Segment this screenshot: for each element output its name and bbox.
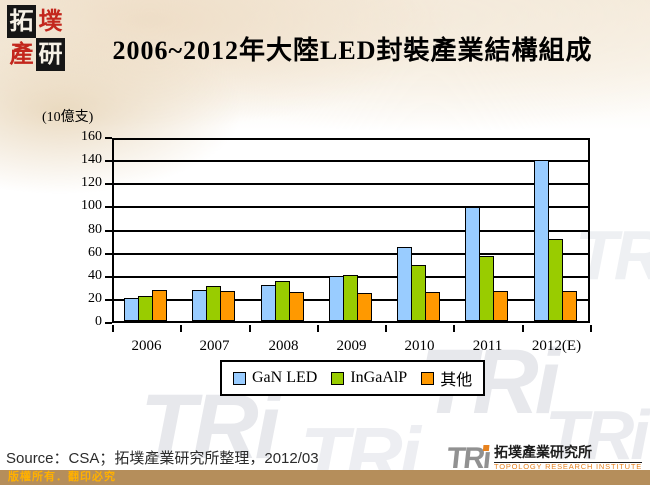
y-axis-tick bbox=[105, 275, 112, 278]
bar-group-2008 bbox=[261, 281, 304, 321]
y-axis-tick bbox=[105, 137, 112, 139]
bar-GaN LED-2010 bbox=[397, 247, 412, 321]
bar-group-2011 bbox=[465, 207, 508, 321]
y-axis-tick bbox=[105, 229, 112, 232]
x-axis-tick bbox=[522, 325, 524, 332]
copyright-text: 版權所有．翻印必究 bbox=[8, 471, 116, 483]
x-axis-tick bbox=[453, 325, 455, 332]
gridline bbox=[114, 183, 588, 186]
bar-group-2006 bbox=[124, 290, 167, 321]
x-axis-label: 2009 bbox=[336, 338, 367, 354]
plot-area bbox=[112, 138, 590, 323]
y-axis-tick bbox=[105, 183, 112, 186]
bar-InGaAlP-2008 bbox=[275, 281, 290, 321]
x-axis-tick bbox=[249, 325, 251, 332]
legend-item: 其他 bbox=[421, 366, 472, 390]
bar-GaN LED-2012(E) bbox=[534, 160, 549, 321]
y-axis-tick bbox=[105, 160, 112, 163]
bar-其他-2012(E) bbox=[562, 291, 577, 321]
tri-logo-dot-icon bbox=[482, 445, 490, 451]
tri-logotype: TRı bbox=[444, 442, 491, 475]
legend-swatch-icon bbox=[233, 371, 246, 385]
x-axis-tick bbox=[590, 325, 592, 332]
bar-chart: (10億支) 0 20 40 60 80 100 120 140 160 2006 2007 2008… bbox=[42, 110, 592, 354]
x-axis-label: 2011 bbox=[472, 338, 503, 354]
y-axis-tick bbox=[105, 252, 112, 255]
page-title: 2006~2012年大陸LED封裝產業結構組成 bbox=[112, 36, 593, 65]
topology-logo: 拓 墣 產 研 bbox=[7, 5, 65, 71]
x-axis-label: 2008 bbox=[268, 338, 299, 354]
source-note: Source：CSA；拓墣產業研究所整理，2012/03 bbox=[6, 450, 319, 467]
bar-其他-2008 bbox=[289, 292, 304, 321]
x-axis-tick bbox=[385, 325, 387, 332]
y-axis-unit-label: (10億支) bbox=[42, 110, 94, 125]
y-axis-tick-label: 80 bbox=[88, 221, 102, 237]
chart-legend: GaN LED InGaAlP 其他 bbox=[220, 360, 486, 396]
x-axis-tick bbox=[112, 325, 114, 332]
bar-GaN LED-2006 bbox=[124, 298, 139, 321]
x-axis-label: 2007 bbox=[199, 338, 230, 354]
bar-group-2010 bbox=[397, 247, 440, 321]
y-axis-tick-label: 20 bbox=[88, 290, 102, 306]
tri-watermark: TRi bbox=[575, 216, 650, 294]
bar-其他-2011 bbox=[493, 291, 508, 321]
y-axis-tick bbox=[105, 322, 112, 324]
y-axis-tick-label: 0 bbox=[95, 314, 102, 329]
tri-logo-cjk: 拓墣產業研究所 bbox=[493, 446, 642, 464]
y-axis-tick-label: 140 bbox=[81, 152, 102, 168]
y-axis-tick bbox=[105, 206, 112, 209]
logo-char: 墣 bbox=[38, 8, 63, 35]
bar-InGaAlP-2010 bbox=[411, 265, 426, 321]
bar-InGaAlP-2006 bbox=[138, 296, 153, 321]
y-axis-tick-label: 60 bbox=[88, 244, 102, 260]
bar-InGaAlP-2011 bbox=[479, 256, 494, 321]
x-axis-tick bbox=[317, 325, 319, 332]
bar-其他-2006 bbox=[152, 290, 167, 321]
gridline bbox=[114, 138, 588, 140]
logo-char: 產 bbox=[9, 41, 34, 68]
legend-label: InGaAlP bbox=[350, 369, 408, 386]
bar-GaN LED-2007 bbox=[192, 290, 207, 321]
y-axis-tick bbox=[105, 298, 112, 301]
x-axis-label: 2006 bbox=[131, 338, 162, 354]
gridline bbox=[114, 160, 588, 163]
bar-InGaAlP-2007 bbox=[206, 286, 221, 321]
bar-GaN LED-2008 bbox=[261, 285, 276, 321]
logo-char: 拓 bbox=[7, 5, 36, 38]
legend-label: GaN LED bbox=[252, 369, 318, 386]
y-axis-tick-label: 120 bbox=[81, 175, 102, 191]
y-axis-tick-label: 160 bbox=[81, 129, 102, 144]
tri-watermark: TRi bbox=[545, 396, 650, 474]
tri-footer-logo: TRı 拓墣產業研究所 TOPOLOGY RESEARCH INSTITUTE bbox=[444, 442, 642, 475]
bar-group-2007 bbox=[192, 286, 235, 321]
bar-InGaAlP-2012(E) bbox=[548, 239, 563, 321]
bar-其他-2010 bbox=[425, 292, 440, 321]
legend-item: GaN LED bbox=[233, 369, 317, 387]
legend-swatch-icon bbox=[421, 371, 435, 385]
legend-swatch-icon bbox=[331, 371, 345, 385]
gridline bbox=[114, 229, 588, 232]
x-axis-tick bbox=[180, 325, 182, 332]
copyright-strip bbox=[0, 470, 650, 485]
bar-group-2012(E) bbox=[534, 160, 577, 321]
gridline bbox=[114, 206, 588, 209]
x-axis-label: 2010 bbox=[404, 338, 435, 354]
tri-logo-en: TOPOLOGY RESEARCH INSTITUTE bbox=[493, 462, 642, 472]
bar-group-2009 bbox=[329, 275, 372, 321]
legend-item: InGaAlP bbox=[331, 369, 407, 387]
x-axis-label: 2012(E) bbox=[531, 338, 582, 354]
y-axis-tick-label: 40 bbox=[88, 267, 102, 283]
logo-char: 研 bbox=[36, 38, 65, 71]
bar-GaN LED-2009 bbox=[329, 276, 344, 321]
bar-GaN LED-2011 bbox=[465, 207, 480, 321]
bar-其他-2009 bbox=[357, 293, 372, 321]
legend-label: 其他 bbox=[440, 372, 473, 389]
y-axis-tick-label: 100 bbox=[81, 198, 102, 214]
bar-InGaAlP-2009 bbox=[343, 275, 358, 321]
bar-其他-2007 bbox=[220, 291, 235, 321]
gridline bbox=[114, 252, 588, 255]
